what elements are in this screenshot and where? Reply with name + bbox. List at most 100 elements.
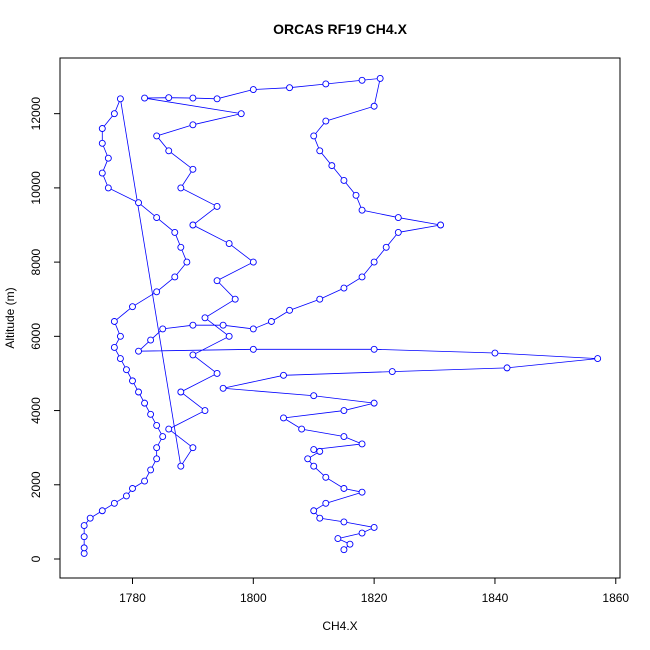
data-point	[376, 74, 384, 82]
data-point	[116, 95, 124, 103]
data-point	[189, 351, 197, 359]
data-point	[80, 522, 88, 530]
data-point	[370, 345, 378, 353]
data-point	[340, 485, 348, 492]
data-point	[177, 388, 185, 396]
data-point	[358, 273, 366, 281]
x-tick-label: 1820	[361, 591, 388, 605]
data-point	[322, 117, 330, 125]
data-point	[110, 344, 118, 351]
data-point	[249, 86, 257, 93]
data-point	[316, 447, 324, 455]
data-point	[110, 318, 118, 325]
data-point	[322, 80, 330, 88]
data-point	[153, 288, 161, 296]
data-point	[177, 462, 185, 470]
data-point	[219, 321, 227, 329]
y-tick-label: 2000	[29, 471, 43, 498]
data-point	[116, 332, 124, 340]
data-point	[310, 132, 318, 140]
data-point	[358, 76, 366, 84]
data-point	[316, 514, 324, 522]
data-point	[183, 258, 191, 266]
data-point	[280, 414, 287, 422]
y-tick-label: 4000	[29, 397, 43, 424]
data-point	[165, 425, 173, 433]
data-point	[98, 507, 106, 515]
data-point	[382, 243, 390, 251]
data-point	[129, 303, 136, 311]
data-point	[370, 399, 378, 407]
data-point	[135, 388, 142, 396]
data-point	[322, 499, 330, 507]
data-point	[80, 544, 88, 552]
data-point	[267, 318, 275, 325]
data-point	[249, 345, 257, 353]
data-point	[189, 121, 197, 129]
data-point	[135, 199, 142, 207]
data-point	[153, 455, 161, 463]
y-axis-label: Altitude (m)	[3, 287, 17, 348]
data-point	[358, 529, 366, 537]
x-tick-label: 1800	[240, 591, 267, 605]
data-point	[594, 355, 602, 363]
y-tick-label: 6000	[29, 323, 43, 350]
data-point	[116, 355, 124, 363]
data-point	[123, 366, 130, 374]
data-point	[316, 295, 324, 303]
data-point	[491, 349, 499, 357]
x-axis-label: CH4.X	[322, 619, 357, 633]
data-point	[189, 94, 197, 102]
data-point	[340, 284, 348, 292]
data-point	[153, 132, 161, 140]
data-point	[153, 214, 161, 222]
data-point	[189, 444, 197, 452]
data-point	[86, 514, 94, 522]
data-point	[249, 325, 257, 333]
flight-line	[83, 77, 598, 554]
data-point	[80, 533, 88, 541]
plot-frame	[59, 57, 621, 579]
data-point	[322, 473, 330, 481]
data-point	[129, 377, 136, 385]
data-point	[110, 110, 118, 118]
data-point	[346, 540, 354, 548]
data-point	[171, 228, 179, 236]
y-tick-label: 0	[29, 555, 43, 562]
data-point	[328, 162, 336, 170]
data-point	[304, 455, 312, 463]
data-point	[286, 84, 294, 92]
data-point	[213, 202, 221, 210]
data-point	[237, 110, 245, 118]
data-point	[370, 258, 378, 266]
data-point	[503, 364, 511, 372]
data-point	[231, 295, 239, 303]
data-point	[340, 546, 348, 554]
data-point	[141, 399, 149, 407]
data-point	[147, 336, 155, 344]
data-point	[147, 466, 155, 474]
data-point	[219, 384, 227, 392]
data-point	[286, 306, 294, 314]
data-point	[388, 368, 396, 376]
data-point	[165, 147, 173, 155]
data-point	[249, 258, 257, 266]
y-tick-label: 10000	[29, 171, 43, 205]
data-point	[129, 485, 136, 492]
data-point	[213, 277, 221, 285]
data-point	[370, 524, 378, 531]
data-point	[213, 369, 221, 377]
y-tick-label: 12000	[29, 97, 43, 131]
data-point	[310, 392, 318, 400]
data-point	[159, 433, 167, 440]
data-point	[104, 184, 112, 192]
data-point	[171, 273, 179, 281]
data-point	[310, 507, 318, 515]
data-point	[310, 462, 318, 470]
data-point	[165, 94, 173, 102]
data-point	[394, 228, 402, 236]
data-point	[189, 221, 197, 229]
data-point	[177, 184, 185, 192]
data-point	[310, 446, 318, 453]
